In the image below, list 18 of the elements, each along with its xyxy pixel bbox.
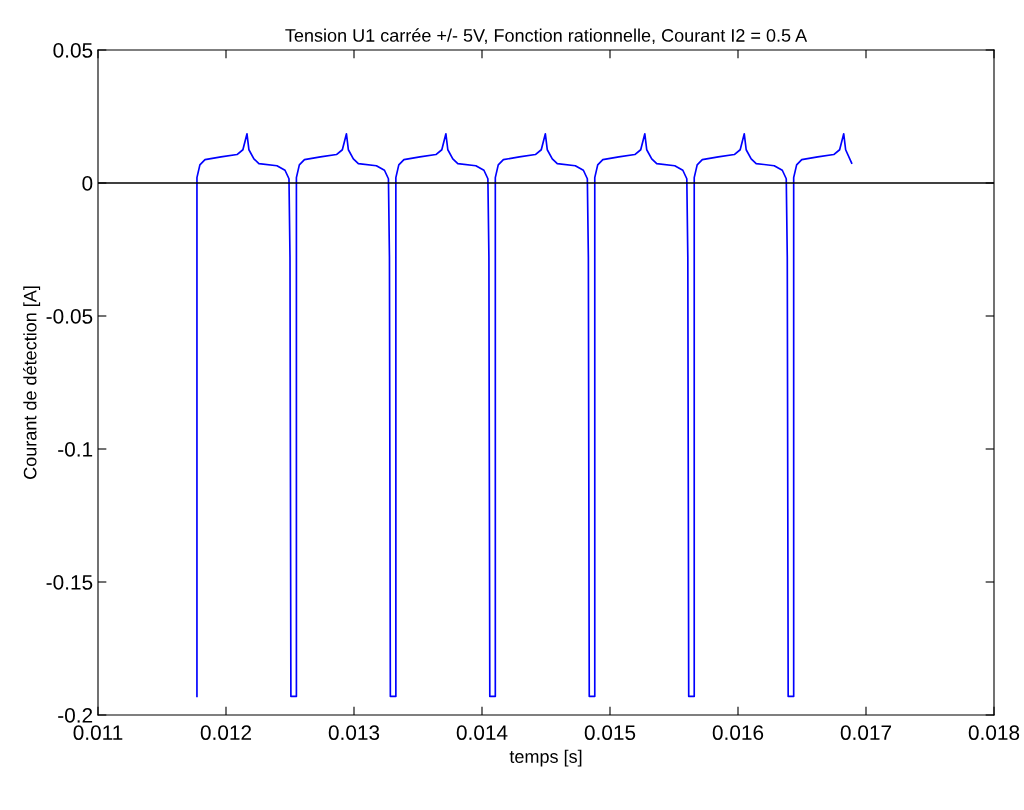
x-axis-title: temps [s] — [509, 749, 582, 767]
x-tick-label: 0.016 — [712, 725, 764, 741]
y-tick-label: -0.1 — [58, 442, 93, 457]
y-tick-label: 0.05 — [53, 43, 93, 58]
y-tick-label: -0.2 — [58, 708, 93, 723]
x-tick-label: 0.014 — [456, 725, 508, 741]
x-tick-label: 0.015 — [584, 725, 636, 741]
y-tick-label: 0 — [82, 176, 93, 191]
x-tick-label: 0.011 — [73, 725, 123, 741]
y-tick-label: -0.05 — [46, 309, 93, 324]
x-tick-label: 0.017 — [840, 725, 892, 741]
x-tick-label: 0.013 — [328, 725, 380, 741]
y-axis-title: Courant de détection [A] — [23, 286, 41, 479]
x-tick-label: 0.018 — [968, 725, 1020, 741]
y-tick-label: -0.15 — [46, 575, 93, 590]
line-series — [196, 132, 853, 698]
x-tick-label: 0.012 — [200, 725, 252, 741]
chart-title: Tension U1 carrée +/- 5V, Fonction rationnelle, Courant I2 = 0.5 A — [285, 28, 808, 44]
